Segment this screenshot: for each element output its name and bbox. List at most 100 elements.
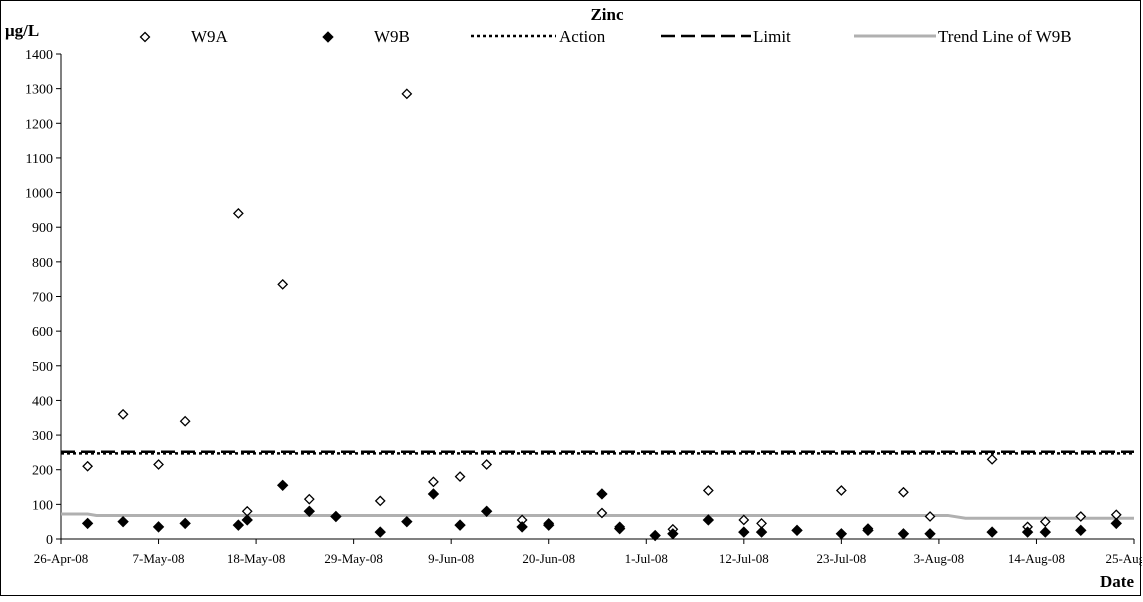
w9b-point (649, 529, 661, 542)
w9b-point (667, 528, 679, 540)
x-tick-label: 7-May-08 (133, 551, 185, 566)
x-tick-label: 14-Aug-08 (1008, 551, 1065, 566)
w9a-point (117, 408, 129, 420)
w9b-point (738, 526, 750, 538)
w9a-point (232, 207, 244, 219)
w9b-point (897, 528, 910, 540)
w9b-point (613, 522, 626, 535)
legend: W9A W9B Action Limit Trend Line of W9B (139, 27, 1072, 46)
w9a-point (153, 459, 164, 470)
legend-label-action: Action (559, 27, 606, 46)
y-tick-label: 100 (32, 498, 53, 513)
w9b-point (401, 515, 413, 528)
w9b-point (117, 515, 129, 528)
w9b-point (276, 479, 289, 492)
w9a-point (303, 493, 315, 505)
w9b-point (1039, 526, 1052, 538)
legend-marker-w9b (322, 31, 334, 43)
x-tick-label: 3-Aug-08 (914, 551, 965, 566)
legend-label-w9b: W9B (374, 27, 410, 46)
x-tick-label: 23-Jul-08 (816, 551, 866, 566)
w9b-point (81, 517, 94, 530)
w9a-point (454, 471, 466, 483)
trend-line-group (61, 512, 1134, 520)
w9b-point (596, 488, 608, 500)
x-tick-label: 20-Jun-08 (522, 551, 575, 566)
w9a-point (277, 278, 289, 290)
y-tick-label: 900 (32, 221, 53, 236)
w9b-point (454, 519, 466, 531)
w9b-point (427, 488, 440, 500)
y-tick-label: 300 (32, 429, 53, 444)
reference-lines (61, 450, 1134, 455)
w9a-point (179, 415, 191, 427)
y-tick-label: 1000 (25, 187, 53, 202)
data-points (81, 88, 1122, 542)
w9b-point (374, 526, 386, 538)
w9b-point (1021, 526, 1034, 538)
w9a-point (835, 485, 847, 496)
y-tick-label: 200 (32, 464, 53, 479)
legend-label-trend: Trend Line of W9B (938, 27, 1072, 46)
y-axis-label: μg/L (5, 21, 39, 40)
y-tick-label: 1100 (26, 152, 53, 167)
w9a-point (924, 511, 936, 522)
w9a-point (1039, 516, 1051, 528)
w9b-point (1110, 517, 1122, 530)
w9b-point (986, 526, 998, 538)
w9a-point (702, 485, 714, 496)
w9a-point (374, 495, 386, 507)
y-tick-label: 0 (46, 533, 53, 548)
legend-marker-w9a (139, 31, 151, 43)
x-tick-label: 25-Aug-08 (1105, 551, 1142, 566)
y-tick-label: 600 (32, 325, 53, 340)
y-tick-label: 700 (32, 291, 53, 306)
y-tick-label: 1300 (25, 83, 53, 98)
legend-label-limit: Limit (753, 27, 791, 46)
w9b-point (330, 510, 342, 523)
x-tick-label: 26-Apr-08 (34, 551, 89, 566)
x-tick-label: 1-Jul-08 (625, 551, 668, 566)
w9b-point (702, 514, 715, 526)
w9b-point (241, 514, 253, 526)
w9b-point (179, 517, 191, 530)
w9b-point (232, 519, 245, 531)
w9a-point (401, 88, 413, 100)
trend-line-w9b (61, 512, 1134, 520)
y-tick-label: 400 (32, 394, 53, 409)
w9a-point (986, 453, 998, 465)
w9b-point (835, 528, 848, 540)
w9b-point (543, 519, 555, 531)
w9a-point (1075, 511, 1087, 522)
w9a-point (898, 486, 909, 498)
chart-title: Zinc (590, 5, 624, 24)
x-tick-label: 18-May-08 (227, 551, 286, 566)
w9a-point (82, 460, 94, 472)
w9a-point (738, 514, 750, 526)
w9b-point (791, 524, 803, 537)
w9b-point (755, 526, 768, 538)
x-tick-label: 9-Jun-08 (428, 551, 474, 566)
w9a-point (481, 459, 493, 470)
y-tick-label: 1200 (25, 117, 53, 132)
x-tick-label: 12-Jul-08 (719, 551, 769, 566)
w9b-point (152, 521, 165, 533)
w9b-point (1075, 524, 1087, 537)
x-axis-label: Date (1100, 572, 1134, 591)
y-tick-label: 800 (32, 256, 53, 271)
w9b-point (303, 505, 316, 517)
y-tick-label: 1400 (25, 48, 53, 63)
y-tick-label: 500 (32, 360, 53, 375)
w9b-point (862, 524, 874, 537)
w9a-point (596, 507, 608, 519)
x-tick-label: 29-May-08 (324, 551, 383, 566)
x-axis: 26-Apr-08 7-May-08 18-May-08 29-May-08 9-Jun… (34, 538, 1143, 566)
w9b-point (480, 505, 493, 517)
w9b-point (516, 521, 528, 533)
y-axis: 0 100 200 300 400 500 600 700 800 900 1000 1100 1200… (25, 48, 62, 548)
w9a-point (428, 476, 439, 488)
w9b-point (924, 528, 936, 540)
legend-label-w9a: W9A (191, 27, 229, 46)
